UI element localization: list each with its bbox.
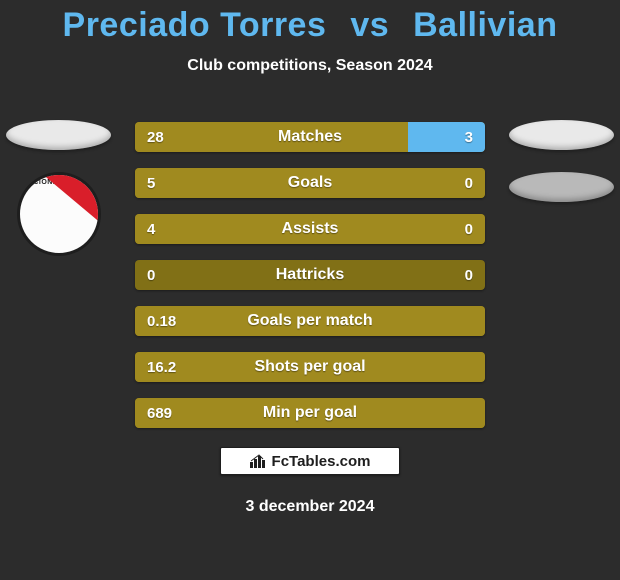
stat-metric-label: Goals (135, 168, 485, 198)
avatar-placeholder-icon (509, 120, 614, 150)
stat-metric-label: Matches (135, 122, 485, 152)
stat-metric-label: Hattricks (135, 260, 485, 290)
avatar-placeholder-icon (6, 120, 111, 150)
comparison-card: Preciado Torres vs Ballivian Club compet… (0, 0, 620, 580)
stat-metric-label: Goals per match (135, 306, 485, 336)
page-title: Preciado Torres vs Ballivian (0, 0, 620, 45)
bar-chart-icon (250, 454, 266, 468)
stat-row: 00Hattricks (135, 260, 485, 290)
stat-row: 0.18Goals per match (135, 306, 485, 336)
stat-row: 16.2Shots per goal (135, 352, 485, 382)
subtitle: Club competitions, Season 2024 (0, 57, 620, 75)
stat-row: 50Goals (135, 168, 485, 198)
player2-club (509, 120, 614, 202)
player1-club: NACIONAL POTOSI (6, 120, 111, 256)
stat-row: 40Assists (135, 214, 485, 244)
club-badge-player1: NACIONAL POTOSI (17, 172, 101, 256)
stat-row: 689Min per goal (135, 398, 485, 428)
stats-bars: 283Matches 50Goals 40Assists 00Hattricks 0.1… (135, 122, 485, 444)
title-vs: vs (350, 6, 389, 44)
stat-metric-label: Assists (135, 214, 485, 244)
stat-row: 283Matches (135, 122, 485, 152)
attribution-badge: FcTables.com (220, 447, 400, 475)
date-text: 3 december 2024 (0, 498, 620, 516)
club-badge-placeholder-icon (509, 172, 614, 202)
attribution-text: FcTables.com (272, 453, 371, 470)
title-player1: Preciado Torres (63, 6, 327, 44)
stat-metric-label: Min per goal (135, 398, 485, 428)
title-player2: Ballivian (413, 6, 557, 44)
stat-metric-label: Shots per goal (135, 352, 485, 382)
